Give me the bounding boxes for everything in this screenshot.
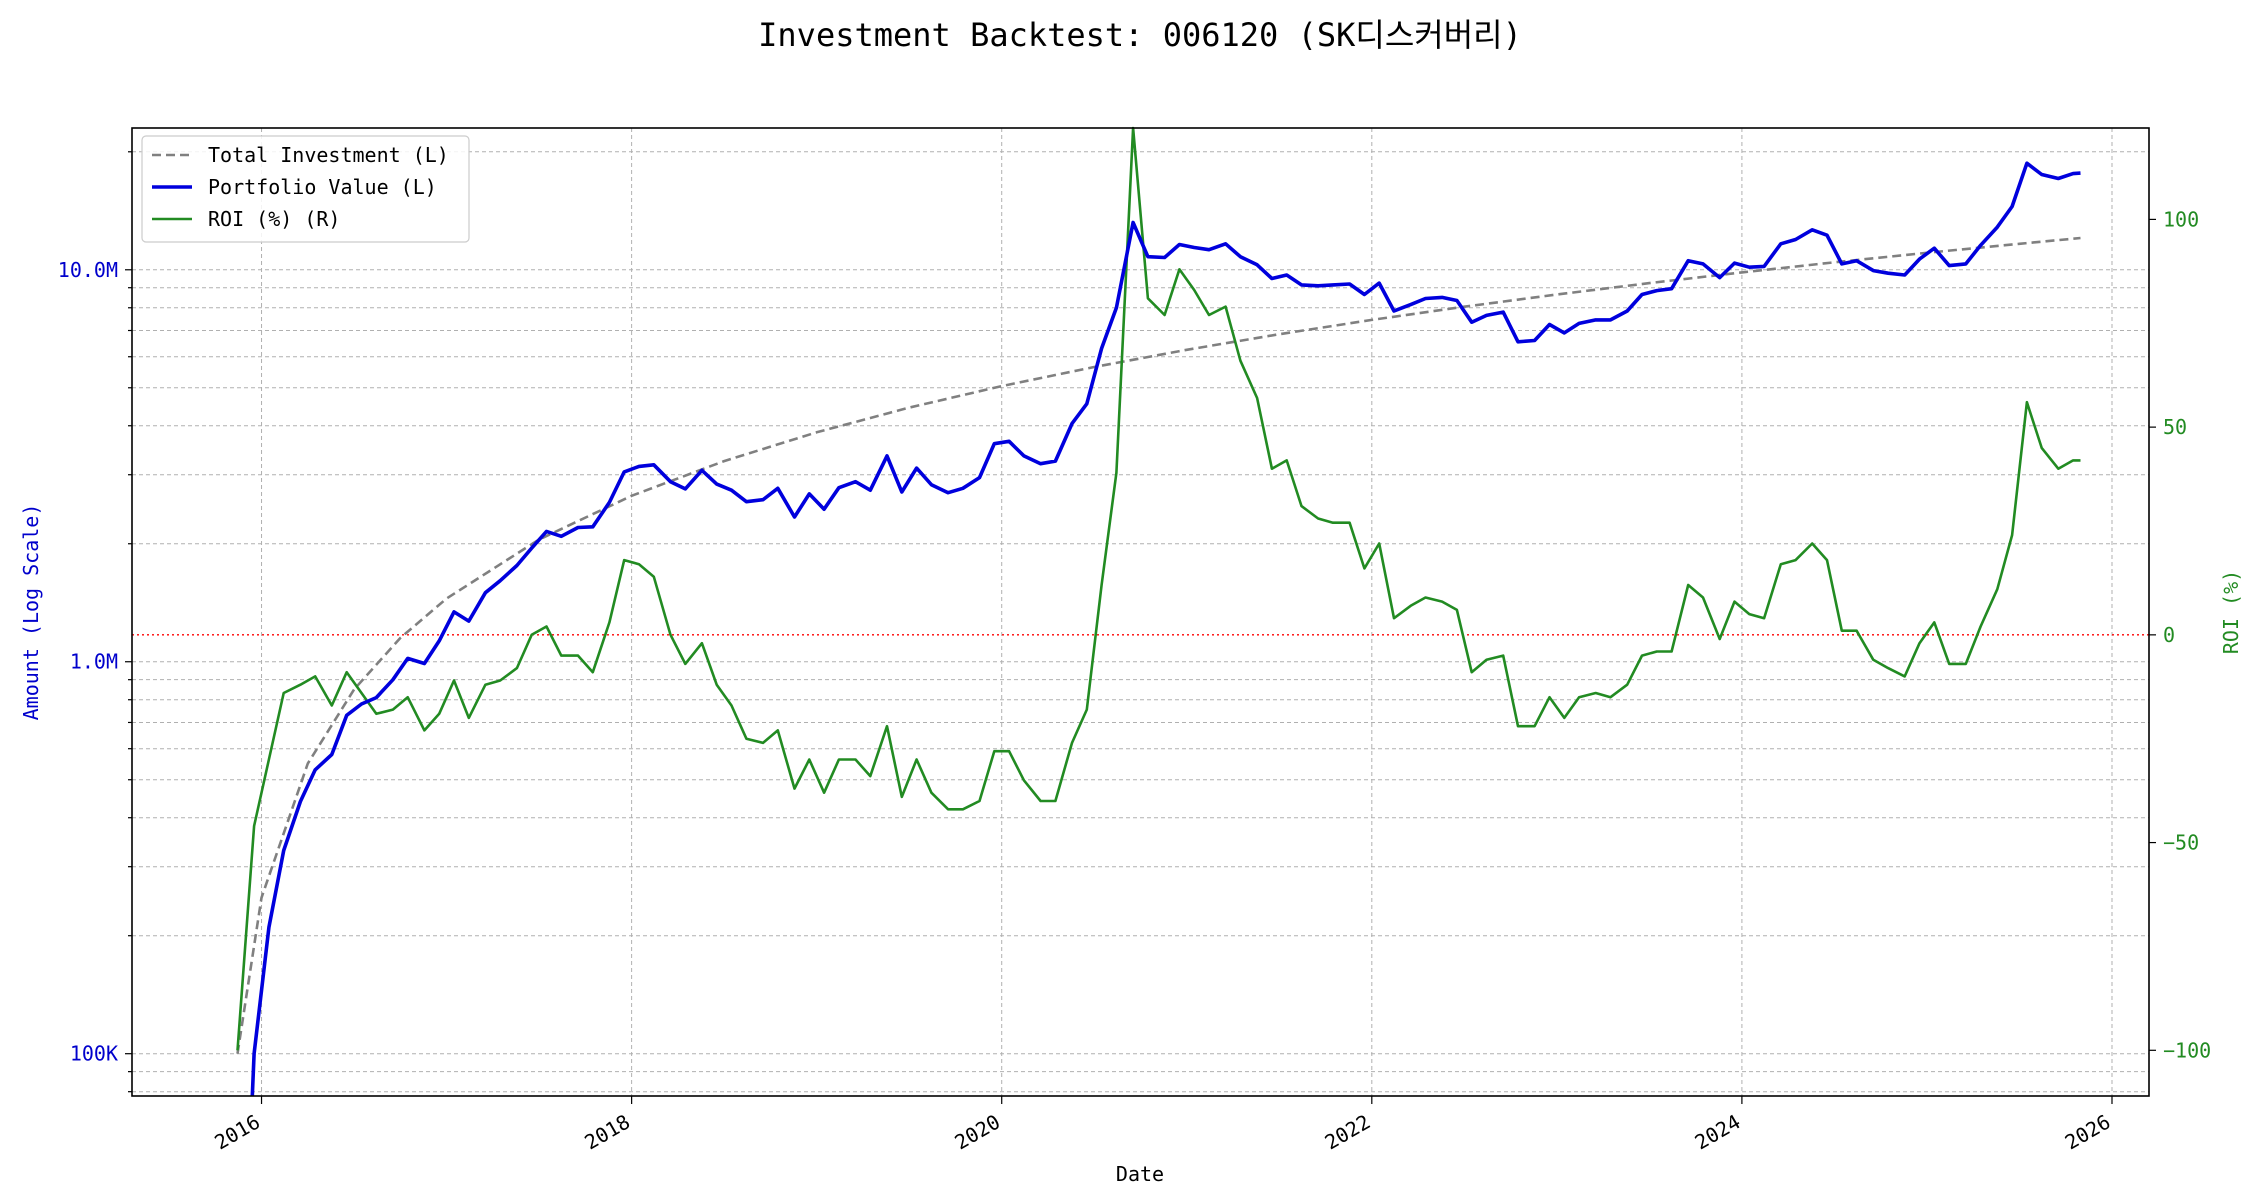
plot-frame [131, 127, 2150, 1097]
y-right-tick-label: 0 [2163, 623, 2175, 647]
x-tick-label: 2020 [950, 1110, 1004, 1155]
x-tick-label: 2016 [210, 1110, 264, 1155]
legend: Total Investment (L) Portfolio Value (L) R… [141, 135, 470, 243]
x-tick-label: 2024 [1691, 1110, 1745, 1155]
y-right-tick-label: 100 [2163, 207, 2199, 231]
x-tick-label: 2018 [580, 1110, 634, 1155]
series-line-2 [236, 126, 2081, 1051]
series-line-0 [236, 236, 2081, 1054]
y-left-tick-label: 1.0M [70, 650, 118, 674]
series-line-1 [250, 161, 2081, 1097]
axis-ticks: 2016 2018 2020 2022 2024 2026 100K 1.0M 10.0M −10… [58, 151, 2211, 1155]
y-left-tick-label: 10.0M [58, 258, 118, 282]
x-tick-label: 2026 [2061, 1110, 2115, 1155]
y-left-tick-label: 100K [70, 1042, 118, 1066]
y-axis-right-label: ROI (%) [2219, 570, 2243, 654]
y-axis-left-label: Amount (Log Scale) [19, 504, 43, 721]
legend-box [141, 135, 470, 243]
series-lines [236, 126, 2081, 1097]
y-right-tick-label: 50 [2163, 415, 2187, 439]
x-tick-label: 2022 [1321, 1110, 1375, 1155]
x-axis-label: Date [1116, 1162, 1164, 1186]
y-right-tick-label: −50 [2163, 831, 2199, 855]
y-right-tick-label: −100 [2163, 1038, 2211, 1062]
legend-label-2: ROI (%) (R) [208, 207, 340, 231]
grid-lines [132, 128, 2149, 1096]
legend-label-1: Portfolio Value (L) [208, 175, 437, 199]
legend-label-0: Total Investment (L) [208, 143, 449, 167]
chart-title: Investment Backtest: 006120 (SK디스커버리) [758, 16, 1522, 54]
